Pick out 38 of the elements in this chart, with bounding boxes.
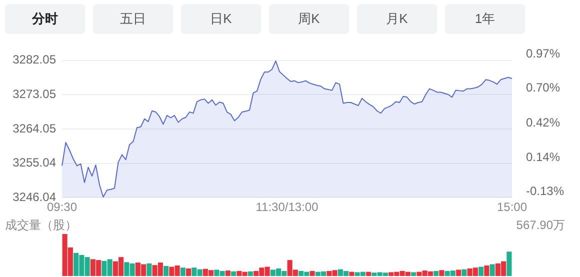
bar <box>349 272 354 276</box>
bar <box>248 271 253 276</box>
y-tick-label: 3264.05 <box>12 121 56 136</box>
text: 五日 <box>93 4 173 34</box>
bar <box>225 270 230 276</box>
text: 分时 <box>5 4 85 34</box>
bar <box>231 271 236 276</box>
bar <box>366 272 372 276</box>
text: 周K <box>269 4 349 34</box>
bar <box>146 263 152 276</box>
text: 1年 <box>445 4 525 34</box>
text: 月K <box>357 4 437 34</box>
y-tick-label: 3255.04 <box>12 156 56 170</box>
y2-tick-label: 0.70% <box>526 80 560 94</box>
y-tick-label: 3282.05 <box>12 52 56 67</box>
bar <box>478 266 484 276</box>
y2-tick-label: -0.13% <box>526 184 564 198</box>
text: 日K <box>181 4 261 34</box>
y2-tick-label: 0.97% <box>526 46 560 61</box>
bar <box>310 270 315 276</box>
bar <box>456 270 462 276</box>
y-tick-label: 3273.05 <box>12 87 56 102</box>
x-tick-label: 15:00 <box>496 200 528 214</box>
bar <box>434 270 439 276</box>
y-axis-title: 成交量（股） <box>5 217 77 234</box>
bar <box>411 272 416 276</box>
text: 567.90万 <box>516 217 565 234</box>
bar <box>180 268 186 276</box>
bar <box>462 269 467 276</box>
bar <box>439 270 444 276</box>
y2-tick-label: 0.42% <box>526 115 560 130</box>
bar <box>186 268 192 276</box>
y2-tick-label: 0.14% <box>526 150 560 164</box>
bar <box>484 266 490 276</box>
bar <box>164 266 169 276</box>
bar <box>490 264 495 276</box>
x-tick-label: 11:30/13:00 <box>256 200 319 214</box>
bar <box>506 252 512 276</box>
